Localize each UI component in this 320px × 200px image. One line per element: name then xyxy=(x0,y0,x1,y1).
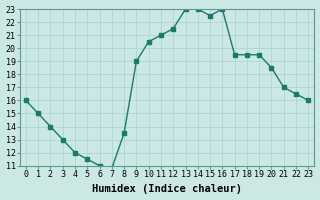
X-axis label: Humidex (Indice chaleur): Humidex (Indice chaleur) xyxy=(92,184,242,194)
